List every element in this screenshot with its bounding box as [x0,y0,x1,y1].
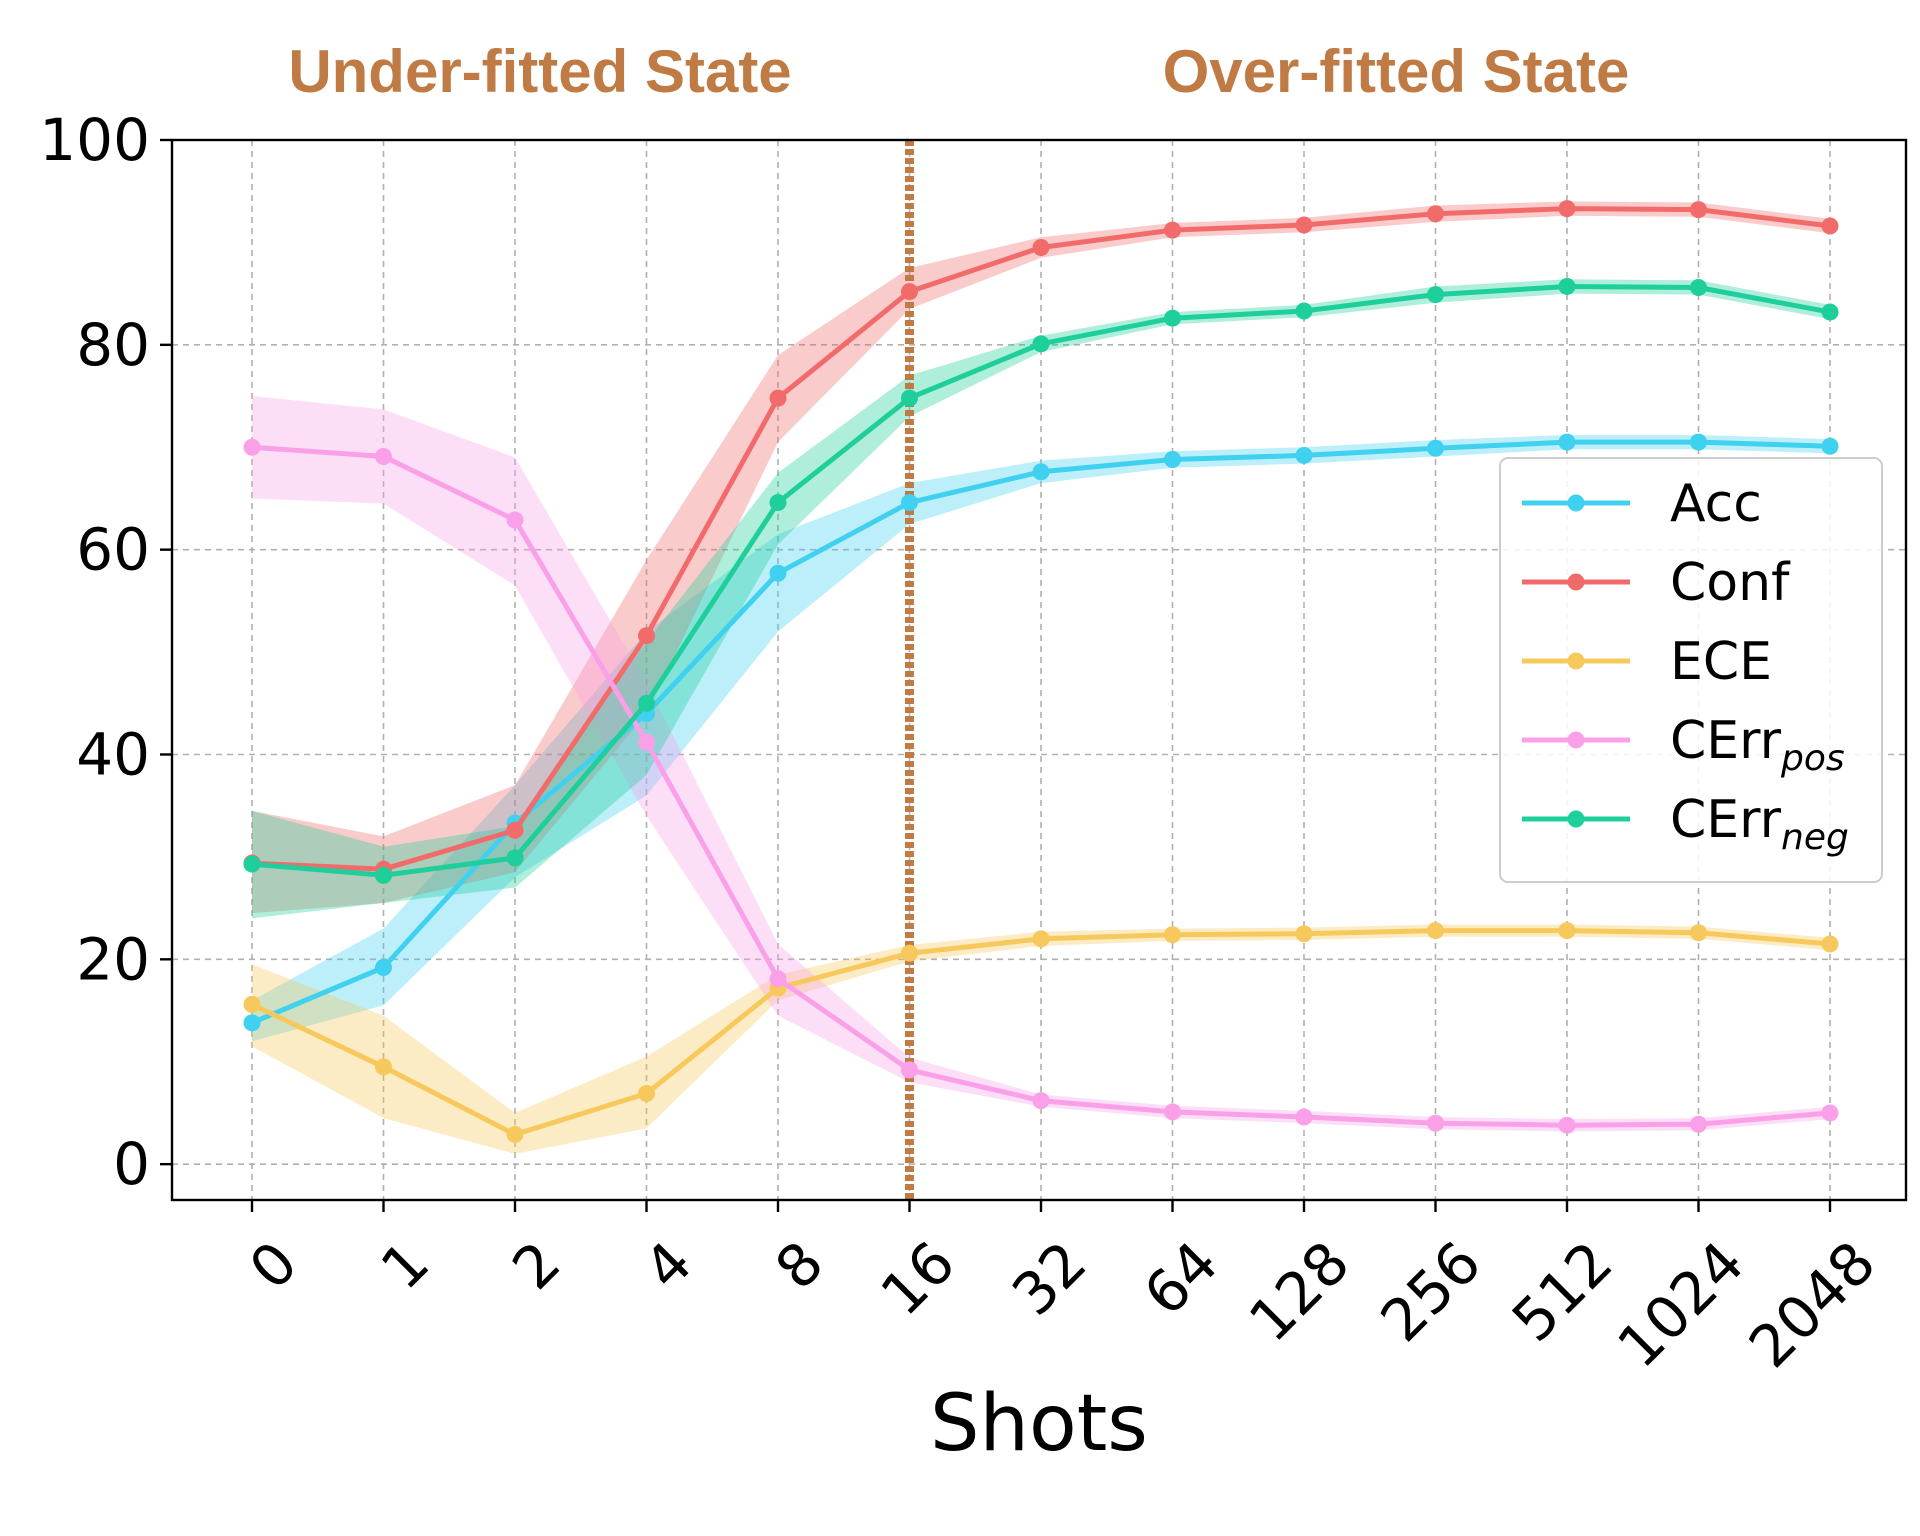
data-point-acc [901,494,918,512]
x-tick-label: 32 [999,1228,1099,1328]
data-point-acc [1558,433,1576,451]
data-point-conf [1821,217,1839,235]
data-point-acc [1427,439,1444,457]
data-point-conf [901,283,918,301]
x-tick-label: 2 [499,1228,573,1302]
data-point-cerrpos [901,1061,918,1079]
data-point-cerrneg [243,855,261,873]
legend-box [1499,457,1883,883]
data-point-conf [1558,200,1576,218]
y-tick-label: 100 [39,106,150,174]
data-point-ece [506,1125,524,1143]
data-point-acc [1690,433,1707,451]
x-tick-label: 1 [368,1228,442,1302]
data-point-ece [375,1058,392,1076]
data-point-ece [1558,922,1576,940]
data-point-conf [1295,216,1313,234]
data-point-ece [1690,924,1707,942]
data-point-cerrpos [638,733,655,751]
legend-marker-acc [1567,494,1585,512]
data-point-cerrpos [1295,1108,1313,1126]
data-point-conf [1427,205,1444,223]
data-point-acc [375,959,392,977]
data-point-cerrneg [1164,309,1181,327]
data-point-ece [638,1084,655,1102]
y-tick-label: 60 [76,516,150,584]
y-tick-label: 80 [76,311,150,379]
data-point-cerrneg [1427,286,1444,304]
data-point-cerrneg [1032,335,1050,353]
data-point-conf [1164,221,1181,239]
data-point-cerrneg [506,849,524,867]
x-tick-label: 1024 [1604,1228,1756,1380]
region-label-right: Over-fitted State [1163,38,1630,105]
data-point-cerrneg [375,866,392,884]
band-acc [252,435,1830,1042]
x-tick-label: 256 [1368,1228,1494,1354]
x-tick-label: 16 [868,1228,968,1328]
data-point-cerrpos [375,447,392,465]
data-point-ece [1427,922,1444,940]
data-point-cerrneg [1690,278,1707,296]
data-point-acc [1295,446,1313,464]
data-point-cerrpos [1032,1092,1050,1110]
data-point-cerrpos [243,438,261,456]
data-point-conf [769,389,787,407]
data-point-acc [1164,451,1181,469]
data-point-cerrpos [1164,1103,1181,1121]
data-point-ece [901,944,918,962]
data-point-acc [769,564,787,582]
y-tick-label: 20 [76,925,150,993]
series-lines [243,200,1839,1143]
data-point-conf [506,821,524,839]
data-point-ece [1821,935,1839,953]
data-point-cerrpos [1690,1115,1707,1133]
data-point-ece [1032,930,1050,948]
data-point-ece [243,995,261,1013]
data-point-ece [1164,926,1181,944]
data-point-ece [1295,925,1313,943]
legend-marker-conf [1567,573,1585,591]
data-point-cerrneg [638,694,655,712]
plot-frame [170,138,1908,1202]
x-tick-label: 8 [762,1228,836,1302]
data-point-cerrpos [1821,1104,1839,1122]
data-point-cerrneg [1558,277,1576,295]
data-point-cerrpos [506,511,524,529]
legend-marker-cerrpos [1567,731,1585,749]
data-point-acc [1032,463,1050,481]
data-point-acc [1821,437,1839,455]
band-conf [252,201,1830,914]
band-cerrneg [252,279,1830,919]
data-point-conf [638,627,655,645]
data-point-cerrpos [769,970,787,988]
legend-marker-cerrneg [1567,810,1585,828]
legend-subscript: pos [1780,738,1845,779]
region-label-left: Under-fitted State [288,38,791,105]
legend-subscript: neg [1781,817,1849,858]
x-tick-label: 2048 [1736,1228,1888,1380]
x-tick-label: 64 [1131,1228,1231,1328]
data-point-cerrneg [901,389,918,407]
legend-marker-ece [1567,652,1585,670]
data-point-cerrneg [1821,303,1839,321]
data-point-cerrpos [1558,1116,1576,1134]
x-axis-title: Shots [930,1379,1148,1469]
data-point-acc [243,1014,261,1032]
x-tick-label: 128 [1236,1228,1362,1354]
legend-label-conf: Conf [1670,553,1791,613]
legend-label-ece: ECE [1670,632,1772,692]
legend-label-acc: Acc [1670,474,1762,534]
x-tick-label: 0 [236,1228,310,1302]
y-tick-label: 40 [76,720,150,788]
data-point-cerrpos [1427,1114,1444,1132]
data-point-conf [1032,239,1050,257]
data-point-cerrneg [769,494,787,512]
data-point-cerrneg [1295,302,1313,320]
y-tick-label: 0 [113,1130,150,1198]
x-tick-label: 4 [631,1228,705,1302]
data-point-conf [1690,201,1707,219]
